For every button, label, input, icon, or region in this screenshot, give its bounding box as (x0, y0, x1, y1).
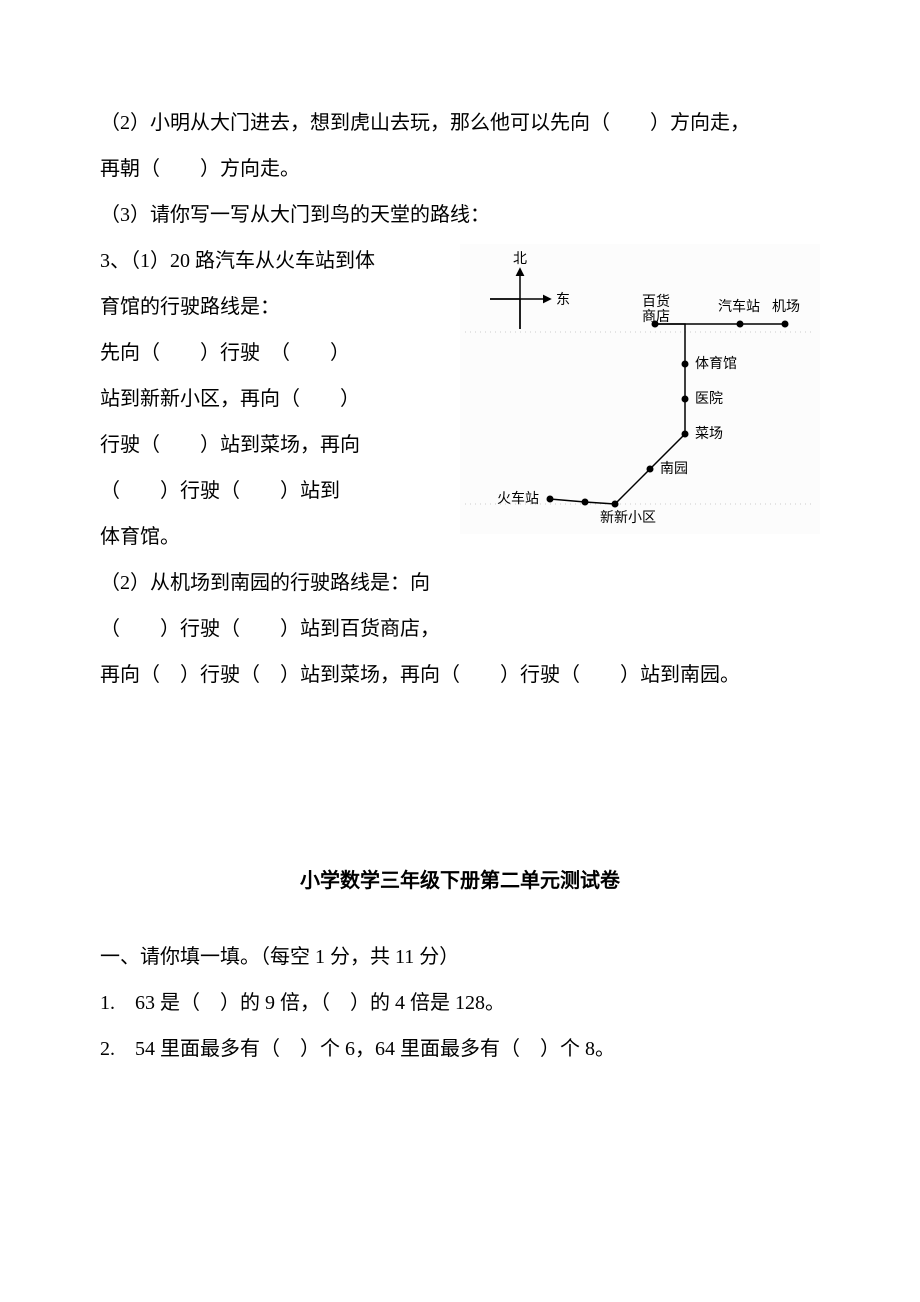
svg-text:百货: 百货 (642, 293, 670, 310)
q3-1b: 育馆的行驶路线是： (100, 284, 450, 330)
svg-text:商店: 商店 (642, 309, 670, 325)
svg-text:新新小区: 新新小区 (600, 510, 656, 526)
q3-2a: （2）从机场到南园的行驶路线是：向 (100, 560, 820, 606)
section1-q1: 1. 63 是（ ）的 9 倍，（ ）的 4 倍是 128。 (100, 980, 820, 1026)
route-diagram: 北东 百货商店 汽车站机场体育馆医院菜场南园新新小区 火车站 (460, 244, 820, 534)
section1-q2: 2. 54 里面最多有（ ）个 6，64 里面最多有（ ）个 8。 (100, 1026, 820, 1072)
q2-2-line1: （2）小明从大门进去，想到虎山去玩，那么他可以先向（ ）方向走， (100, 100, 820, 146)
unit-title: 小学数学三年级下册第二单元测试卷 (100, 858, 820, 904)
q2-2-line2: 再朝（ ）方向走。 (100, 146, 820, 192)
svg-text:南园: 南园 (660, 461, 688, 477)
q3-1e: 行驶（ ）站到菜场，再向 (100, 422, 450, 468)
q3-1a: 3、（1）20 路汽车从火车站到体 (100, 238, 450, 284)
svg-text:医院: 医院 (695, 391, 723, 407)
svg-text:北: 北 (513, 251, 527, 267)
svg-text:火车站: 火车站 (497, 490, 539, 507)
svg-text:菜场: 菜场 (695, 426, 723, 442)
svg-text:机场: 机场 (772, 299, 800, 315)
svg-text:体育馆: 体育馆 (695, 356, 737, 372)
q3-1d: 站到新新小区，再向（ ） (100, 376, 450, 422)
q3-1c: 先向（ ）行驶 （ ） (100, 330, 450, 376)
q3-2b: （ ）行驶（ ）站到百货商店， (100, 606, 820, 652)
svg-text:东: 东 (556, 292, 570, 308)
q3-1g: 体育馆。 (100, 514, 450, 560)
section1-header: 一、请你填一填。（每空 1 分，共 11 分） (100, 934, 820, 980)
q3-1f: （ ）行驶（ ）站到 (100, 468, 450, 514)
svg-text:汽车站: 汽车站 (718, 298, 760, 315)
q2-3-line: （3）请你写一写从大门到鸟的天堂的路线： (100, 192, 820, 238)
q3-2c: 再向（ ）行驶（ ）站到菜场，再向（ ）行驶（ ）站到南园。 (100, 652, 820, 698)
q3-row: 3、（1）20 路汽车从火车站到体 育馆的行驶路线是： 先向（ ）行驶 （ ） … (100, 238, 820, 560)
